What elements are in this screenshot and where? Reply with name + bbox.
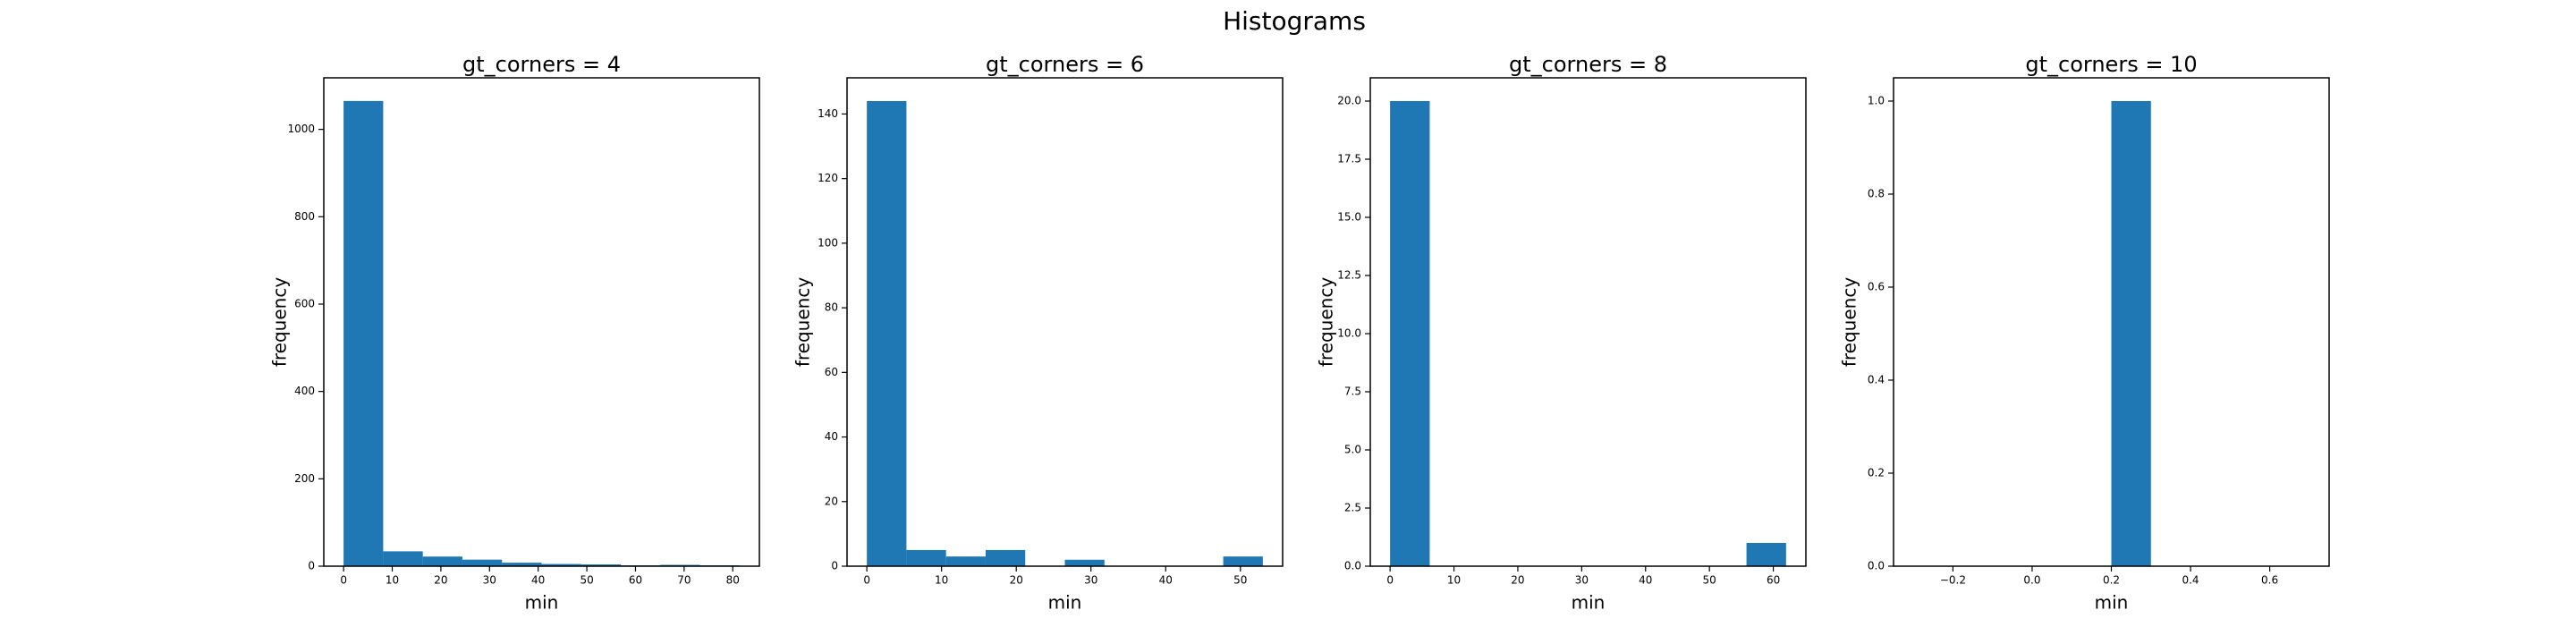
plot-frame xyxy=(323,77,760,567)
y-tick-label: 0 xyxy=(831,560,838,572)
y-tick-label: 140 xyxy=(818,107,838,120)
bar xyxy=(1746,543,1786,566)
y-axis-label: frequency xyxy=(792,277,814,367)
y-tick-label: 20 xyxy=(825,495,838,507)
bar xyxy=(502,563,542,566)
bar xyxy=(2111,101,2151,566)
y-tick-label: 1000 xyxy=(287,123,315,135)
x-tick-label: 40 xyxy=(1639,574,1652,587)
x-tick-label: 20 xyxy=(1010,574,1023,587)
bar xyxy=(1064,559,1105,566)
bar xyxy=(985,549,1026,566)
x-tick-label: 10 xyxy=(935,574,948,587)
figure-title: Histograms xyxy=(1223,6,1366,36)
y-tick-label: 600 xyxy=(294,297,315,309)
bar xyxy=(383,551,423,566)
bar xyxy=(343,100,384,566)
x-tick-label: 40 xyxy=(1159,574,1173,587)
y-tick-label: 15.0 xyxy=(1337,211,1361,224)
x-tick-label: 60 xyxy=(1767,574,1780,587)
x-tick-label: 20 xyxy=(434,574,447,587)
y-axis-label: frequency xyxy=(1316,277,1337,367)
bar xyxy=(906,549,946,566)
bar xyxy=(945,556,986,566)
y-tick-label: 2.5 xyxy=(1344,502,1361,514)
x-tick-label: 50 xyxy=(1233,574,1247,587)
x-tick-label: 30 xyxy=(1575,574,1589,587)
y-tick-label: 200 xyxy=(294,472,315,485)
subplot-title: gt_corners = 6 xyxy=(986,52,1144,77)
y-tick-label: 0.8 xyxy=(1868,188,1885,200)
bar xyxy=(867,101,907,566)
x-axis-label: min xyxy=(2095,592,2129,614)
x-tick-label: 10 xyxy=(386,574,399,587)
y-tick-label: 17.5 xyxy=(1337,153,1361,165)
y-tick-label: 80 xyxy=(825,301,838,314)
y-tick-label: 400 xyxy=(294,385,315,397)
x-tick-label: 0 xyxy=(1386,574,1394,587)
x-tick-label: 20 xyxy=(1511,574,1524,587)
y-tick-label: 20.0 xyxy=(1337,95,1361,107)
x-tick-label: 0.6 xyxy=(2261,574,2278,587)
y-tick-label: 0.0 xyxy=(1868,560,1885,572)
y-axis-label: frequency xyxy=(269,277,291,367)
y-tick-label: 0.2 xyxy=(1868,467,1885,479)
x-tick-label: 70 xyxy=(677,574,691,587)
y-tick-label: 1.0 xyxy=(1868,95,1885,107)
x-tick-label: 60 xyxy=(629,574,642,587)
y-tick-label: 120 xyxy=(818,172,838,184)
subplot-title: gt_corners = 4 xyxy=(462,52,621,77)
subplot-title: gt_corners = 8 xyxy=(1509,52,1667,77)
plot-frame xyxy=(846,77,1284,567)
x-tick-label: 40 xyxy=(531,574,545,587)
bar xyxy=(1223,556,1263,566)
y-tick-label: 5.0 xyxy=(1344,444,1361,456)
x-tick-label: 0 xyxy=(340,574,347,587)
x-tick-label: 30 xyxy=(483,574,496,587)
y-tick-label: 60 xyxy=(825,366,838,378)
plot-frame xyxy=(1369,77,1807,567)
y-tick-label: 0 xyxy=(308,560,315,572)
y-tick-label: 800 xyxy=(294,210,315,223)
y-tick-label: 0.6 xyxy=(1868,281,1885,293)
x-tick-label: 0 xyxy=(863,574,870,587)
bar xyxy=(580,564,622,566)
x-axis-label: min xyxy=(525,592,559,614)
x-tick-label: 0.2 xyxy=(2103,574,2120,587)
x-axis-label: min xyxy=(1048,592,1082,614)
y-tick-label: 40 xyxy=(825,430,838,443)
x-tick-label: 80 xyxy=(726,574,740,587)
bar xyxy=(541,564,581,566)
y-tick-label: 0.0 xyxy=(1344,560,1361,572)
x-tick-label: −0.2 xyxy=(1940,574,1966,587)
bar xyxy=(1390,101,1430,566)
y-axis-label: frequency xyxy=(1839,277,1860,367)
x-tick-label: 0.0 xyxy=(2023,574,2040,587)
subplot-title: gt_corners = 10 xyxy=(2025,52,2197,77)
x-tick-label: 10 xyxy=(1447,574,1461,587)
x-tick-label: 0.4 xyxy=(2182,574,2199,587)
bar xyxy=(462,559,503,566)
y-tick-label: 12.5 xyxy=(1337,269,1361,282)
y-tick-label: 7.5 xyxy=(1344,386,1361,398)
y-tick-label: 0.4 xyxy=(1868,374,1885,386)
x-tick-label: 50 xyxy=(580,574,593,587)
x-tick-label: 30 xyxy=(1084,574,1097,587)
x-axis-label: min xyxy=(1572,592,1606,614)
x-tick-label: 50 xyxy=(1703,574,1716,587)
bar xyxy=(422,556,462,566)
y-tick-label: 100 xyxy=(818,236,838,249)
y-tick-label: 10.0 xyxy=(1337,327,1361,340)
